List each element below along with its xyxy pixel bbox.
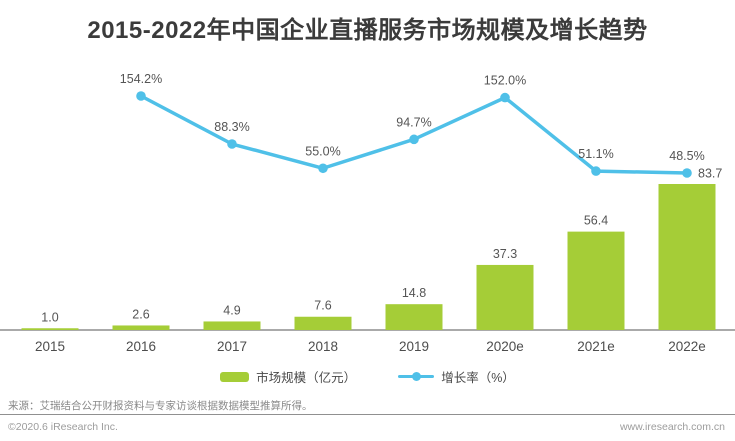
- x-axis-label-2021e: 2021e: [577, 339, 615, 354]
- bar-swatch-icon: [220, 371, 250, 382]
- bar-2016: [112, 325, 170, 330]
- legend-growth-rate-label: 增长率（%）: [441, 371, 515, 385]
- x-axis-label-2017: 2017: [217, 339, 247, 354]
- growth-rate-line: [139, 94, 689, 175]
- bar-2020e: [476, 264, 534, 330]
- legend-item-growth-rate: 增长率（%）: [398, 367, 515, 386]
- line-swatch-dot-icon: [411, 372, 421, 381]
- x-axis-label-2019: 2019: [399, 339, 429, 354]
- growth-point-2019: [409, 134, 419, 145]
- growth-point-2020e: [500, 92, 510, 103]
- legend-market-size-label: 市场规模（亿元）: [256, 371, 357, 385]
- market-size-growth-chart: 1.0 2.6 4.9 7.6 14.8 37.3 56.4 83.7 154.2% 88.3% 5…: [0, 72, 735, 354]
- bar-value-label-2021e: 56.4: [584, 214, 608, 228]
- x-axis-label-2022e: 2022e: [668, 339, 706, 354]
- copyright-text: ©2020.6 iResearch Inc.: [8, 421, 118, 433]
- growth-value-label-2020e: 152.0%: [484, 74, 526, 88]
- chart-title: 2015-2022年中国企业直播服务市场规模及增长趋势: [87, 17, 648, 44]
- bar-2019: [385, 304, 443, 330]
- bar-value-label-2018: 7.6: [314, 299, 331, 313]
- bar-value-label-2017: 4.9: [223, 303, 240, 317]
- bar-value-label-2019: 14.8: [402, 286, 426, 300]
- growth-value-label-2019: 94.7%: [396, 115, 431, 129]
- growth-value-label-2018: 55.0%: [305, 144, 340, 158]
- bar-2017: [203, 321, 261, 330]
- website-url: www.iresearch.com.cn: [619, 421, 725, 433]
- bar-2015: [21, 328, 79, 330]
- source-note: 来源：艾瑞结合公开财报资料与专家访谈根据数据模型推算所得。: [8, 400, 313, 412]
- bar-2018: [294, 316, 352, 330]
- bar-2022e: [658, 184, 716, 330]
- line-swatch-icon: [398, 372, 435, 381]
- x-axis-label-2016: 2016: [126, 339, 156, 354]
- growth-value-label-2022e: 48.5%: [669, 149, 704, 163]
- bar-value-label-2015: 1.0: [41, 310, 58, 324]
- growth-point-2016: [136, 91, 146, 101]
- bar-value-label-2022e: 83.7: [698, 167, 722, 181]
- legend-item-market-size: 市场规模（亿元）: [220, 367, 356, 386]
- growth-value-label-2017: 88.3%: [214, 120, 249, 134]
- x-axis-label-2015: 2015: [35, 339, 65, 354]
- bar-value-label-2016: 2.6: [132, 307, 149, 321]
- chart-legend: 市场规模（亿元） 增长率（%）: [0, 367, 735, 386]
- growth-point-2021e: [591, 166, 601, 176]
- growth-point-2022e: [682, 168, 692, 178]
- growth-value-label-2021e: 51.1%: [578, 147, 613, 161]
- x-axis-label-2020e: 2020e: [486, 339, 524, 354]
- bar-value-label-2020e: 37.3: [493, 247, 517, 261]
- x-axis-label-2018: 2018: [308, 339, 338, 354]
- footer-divider: [0, 414, 735, 415]
- growth-point-2018: [318, 163, 328, 174]
- growth-point-2017: [227, 139, 237, 149]
- bar-2021e: [567, 231, 625, 330]
- growth-value-label-2016: 154.2%: [120, 72, 162, 86]
